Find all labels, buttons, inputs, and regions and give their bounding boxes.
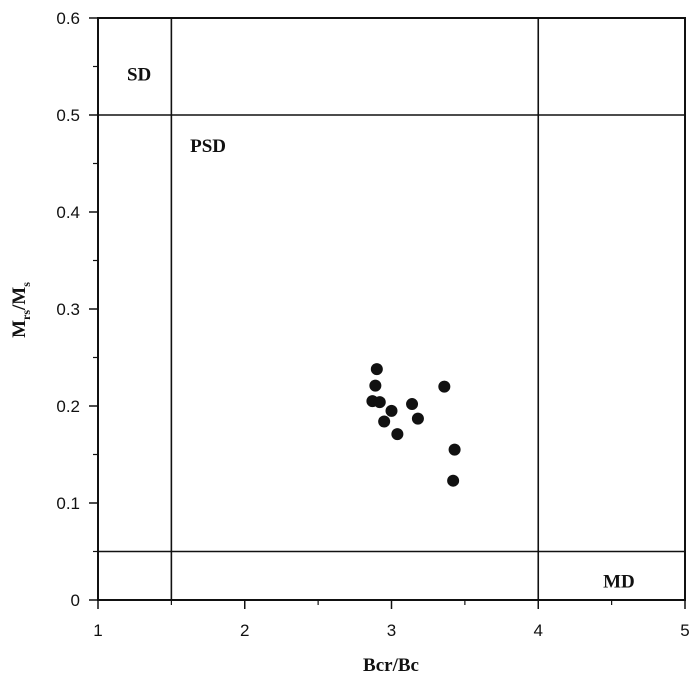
data-point [448,443,461,456]
data-points [366,363,461,487]
axis-ticks [89,17,686,609]
y-tick-label: 0.4 [56,203,80,222]
data-point [411,412,424,425]
region-label-md: MD [603,572,635,593]
plot-border [97,17,686,601]
data-point [385,404,398,417]
y-tick-label: 0.2 [56,397,80,416]
region-label-psd: PSD [190,136,226,157]
x-axis-title: Bcr/Bc [363,655,419,676]
x-tick-label: 3 [387,621,396,640]
tick-labels: 1 2 3 4 5 0 0.1 0.2 0.3 0.4 0.5 0.6 [56,9,689,640]
y-tick-label: 0.3 [56,300,80,319]
plot-frame [97,17,686,601]
y-tick-label: 0 [71,591,80,610]
y-axis-title-sep: /M [9,287,30,311]
x-tick-label: 2 [240,621,249,640]
y-axis-title-sub1: rs [19,310,33,320]
y-tick-label: 0.5 [56,106,80,125]
region-label-sd: SD [127,64,151,85]
data-point [373,396,386,409]
x-tick-label: 4 [534,621,543,640]
data-point [369,379,382,392]
y-axis-title-m1: M [9,320,30,338]
region-labels: SD PSD MD [127,64,635,592]
y-tick-label: 0.6 [56,9,80,28]
boundary-lines [98,18,685,600]
data-point [370,363,383,376]
y-tick-label: 0.1 [56,494,80,513]
y-axis-title: Mrs/Ms [9,282,33,338]
x-tick-label: 5 [680,621,689,640]
data-point [438,380,451,393]
data-point [391,428,404,441]
data-point [378,415,391,428]
data-point [406,398,419,411]
data-point [447,474,460,487]
x-tick-label: 1 [93,621,102,640]
y-axis-title-sub2: s [19,282,33,287]
